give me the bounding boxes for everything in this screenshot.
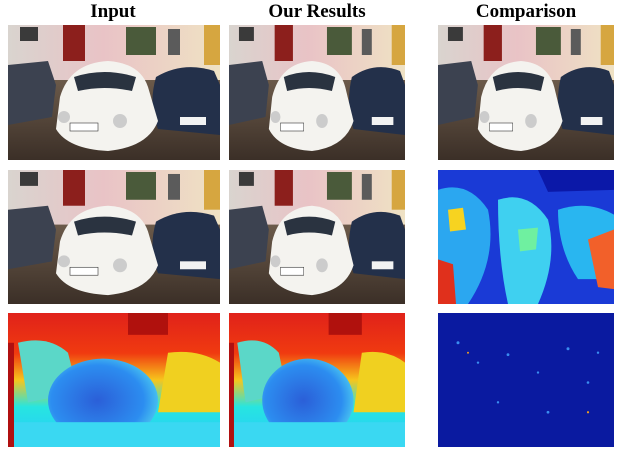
result-image <box>229 170 405 304</box>
error-map <box>438 170 614 304</box>
result-image <box>229 25 405 160</box>
column-header: Our Results <box>268 1 365 22</box>
column-header: Input <box>90 1 136 22</box>
result-depth <box>229 313 405 447</box>
column-header: Comparison <box>476 1 577 22</box>
input-image <box>8 25 220 160</box>
input-image <box>8 170 220 304</box>
error-map <box>438 313 614 447</box>
comparison-image <box>438 25 614 160</box>
figure: Input Our Results Comparison <box>0 0 621 449</box>
input-depth <box>8 313 220 447</box>
